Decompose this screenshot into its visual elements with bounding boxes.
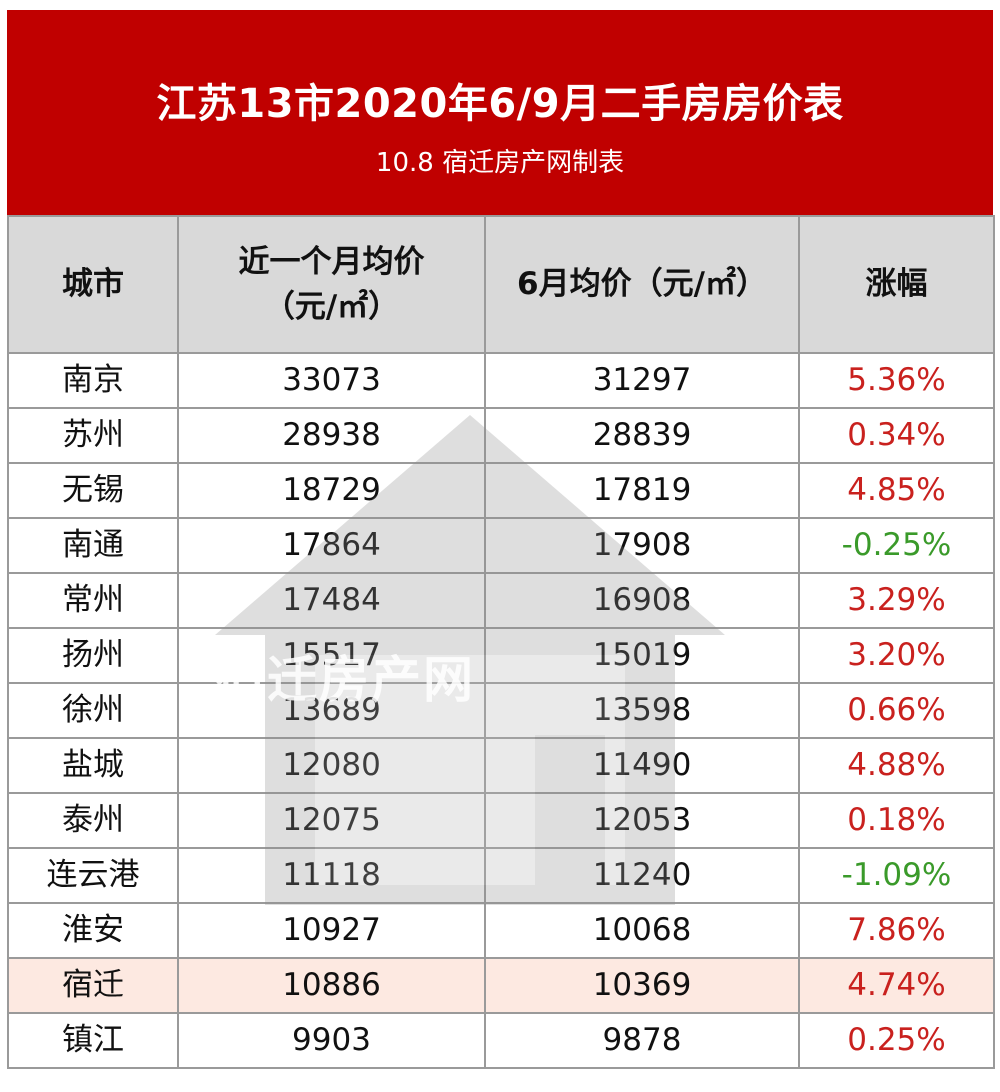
june-avg-cell: 17819	[484, 462, 800, 519]
recent-avg-cell: 12075	[177, 792, 486, 849]
june-avg-cell: 12053	[484, 792, 800, 849]
price-table: 城市 近一个月均价 （元/㎡） 6月均价（元/㎡） 涨幅 南京 33073 3129…	[7, 215, 995, 1069]
city-cell: 盐城	[7, 737, 179, 794]
june-avg-cell: 16908	[484, 572, 800, 629]
recent-avg-cell: 33073	[177, 352, 486, 409]
change-cell: 3.20%	[798, 627, 995, 684]
change-cell: 4.85%	[798, 462, 995, 519]
city-cell: 连云港	[7, 847, 179, 904]
recent-avg-cell: 9903	[177, 1012, 486, 1069]
title-banner: 江苏13市2020年6/9月二手房房价表 10.8 宿迁房产网制表	[7, 10, 993, 215]
table-body: 南京 33073 31297 5.36% 苏州 28938 28839 0.34% 无锡 1872…	[7, 352, 995, 1069]
column-header-recent-avg: 近一个月均价 （元/㎡）	[177, 215, 486, 354]
city-cell: 镇江	[7, 1012, 179, 1069]
table-row: 扬州 15517 15019 3.20%	[7, 627, 995, 684]
table-row: 连云港 11118 11240 -1.09%	[7, 847, 995, 904]
change-cell: 7.86%	[798, 902, 995, 959]
recent-avg-cell: 17484	[177, 572, 486, 629]
column-header-change: 涨幅	[798, 215, 995, 354]
change-cell: 5.36%	[798, 352, 995, 409]
column-header-recent-avg-line1: 近一个月均价	[238, 243, 425, 280]
change-cell: 4.74%	[798, 957, 995, 1014]
table-row: 泰州 12075 12053 0.18%	[7, 792, 995, 849]
change-cell: 0.25%	[798, 1012, 995, 1069]
table-row: 苏州 28938 28839 0.34%	[7, 407, 995, 464]
city-cell: 南通	[7, 517, 179, 574]
recent-avg-cell: 15517	[177, 627, 486, 684]
city-cell: 常州	[7, 572, 179, 629]
page-subtitle: 10.8 宿迁房产网制表	[375, 148, 625, 178]
recent-avg-cell: 10886	[177, 957, 486, 1014]
june-avg-cell: 9878	[484, 1012, 800, 1069]
city-cell: 徐州	[7, 682, 179, 739]
change-cell: -0.25%	[798, 517, 995, 574]
recent-avg-cell: 17864	[177, 517, 486, 574]
column-header-city: 城市	[7, 215, 179, 354]
table-row: 无锡 18729 17819 4.85%	[7, 462, 995, 519]
recent-avg-cell: 11118	[177, 847, 486, 904]
table-row: 南通 17864 17908 -0.25%	[7, 517, 995, 574]
june-avg-cell: 11240	[484, 847, 800, 904]
table-row: 南京 33073 31297 5.36%	[7, 352, 995, 409]
june-avg-cell: 17908	[484, 517, 800, 574]
table-row: 镇江 9903 9878 0.25%	[7, 1012, 995, 1069]
recent-avg-cell: 10927	[177, 902, 486, 959]
june-avg-cell: 11490	[484, 737, 800, 794]
change-cell: 0.18%	[798, 792, 995, 849]
city-cell: 泰州	[7, 792, 179, 849]
table-row: 盐城 12080 11490 4.88%	[7, 737, 995, 794]
city-cell: 南京	[7, 352, 179, 409]
recent-avg-cell: 12080	[177, 737, 486, 794]
recent-avg-cell: 13689	[177, 682, 486, 739]
table-row: 常州 17484 16908 3.29%	[7, 572, 995, 629]
change-cell: 4.88%	[798, 737, 995, 794]
city-cell: 苏州	[7, 407, 179, 464]
change-cell: 3.29%	[798, 572, 995, 629]
table-row: 淮安 10927 10068 7.86%	[7, 902, 995, 959]
recent-avg-cell: 28938	[177, 407, 486, 464]
june-avg-cell: 10369	[484, 957, 800, 1014]
city-cell: 淮安	[7, 902, 179, 959]
column-header-june-avg: 6月均价（元/㎡）	[484, 215, 800, 354]
june-avg-cell: 10068	[484, 902, 800, 959]
recent-avg-cell: 18729	[177, 462, 486, 519]
change-cell: -1.09%	[798, 847, 995, 904]
june-avg-cell: 31297	[484, 352, 800, 409]
table-header: 城市 近一个月均价 （元/㎡） 6月均价（元/㎡） 涨幅	[7, 215, 995, 354]
page-title: 江苏13市2020年6/9月二手房房价表	[156, 81, 844, 127]
june-avg-cell: 28839	[484, 407, 800, 464]
june-avg-cell: 15019	[484, 627, 800, 684]
city-cell: 宿迁	[7, 957, 179, 1014]
city-cell: 扬州	[7, 627, 179, 684]
table-row: 徐州 13689 13598 0.66%	[7, 682, 995, 739]
change-cell: 0.66%	[798, 682, 995, 739]
change-cell: 0.34%	[798, 407, 995, 464]
column-header-recent-avg-line2: （元/㎡）	[263, 288, 400, 325]
table-row: 宿迁 10886 10369 4.74%	[7, 957, 995, 1014]
june-avg-cell: 13598	[484, 682, 800, 739]
city-cell: 无锡	[7, 462, 179, 519]
